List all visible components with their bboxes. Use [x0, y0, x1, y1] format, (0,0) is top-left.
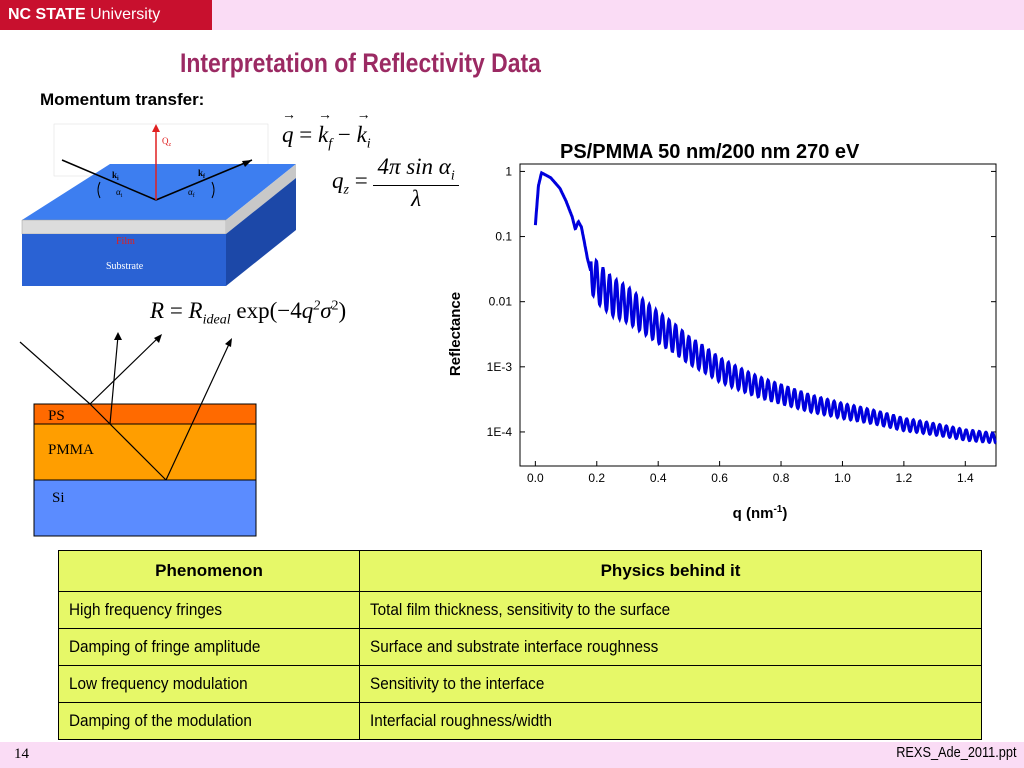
table-cell: Low frequency modulation: [69, 674, 248, 693]
table-header-phenomenon: Phenomenon: [58, 550, 360, 592]
table-cell: Sensitivity to the interface: [370, 674, 545, 693]
x-axis-label: q (nm-1): [733, 504, 788, 522]
reflected-beam: [155, 159, 253, 201]
si-layer: [33, 479, 257, 537]
page-number: 14: [14, 746, 29, 762]
ps-label: PS: [48, 408, 65, 424]
pmma-layer: [33, 423, 257, 481]
y-tick-label: 1E-3: [487, 360, 513, 374]
x-tick-label: 1.0: [834, 471, 851, 485]
qz-equation: qz = 4π sin αi λ: [332, 154, 459, 212]
table-cell: Damping of the modulation: [69, 711, 252, 730]
table-row: Low frequency modulation Sensitivity to t…: [58, 665, 982, 703]
incident-beam: [61, 159, 157, 201]
qz-label: Qz: [162, 136, 172, 148]
reflectivity-chart: PS/PMMA 50 nm/200 nm 270 eV 0.0 0.2 0.4 0.6…: [447, 141, 997, 522]
reflectivity-equation: R = Rideal exp(−4q2σ2): [150, 298, 347, 328]
x-tick-label: 0.8: [773, 471, 790, 485]
table-cell: Damping of fringe amplitude: [69, 637, 261, 656]
substrate-layer: [22, 234, 226, 286]
phenomena-table: Phenomenon Physics behind it High freque…: [58, 550, 982, 740]
pmma-label: PMMA: [48, 442, 94, 458]
bilayer-diagram: PS PMMA Si: [19, 332, 257, 537]
table-cell: Surface and substrate interface roughnes…: [370, 637, 659, 656]
x-tick-label: 0.2: [588, 471, 605, 485]
university-logo: NC STATE University: [0, 0, 212, 30]
table-row: Damping of fringe amplitude Surface and s…: [58, 628, 982, 666]
x-tick-label: 0.4: [650, 471, 667, 485]
table-cell: Interfacial roughness/width: [370, 711, 553, 730]
y-tick-label: 1: [505, 164, 512, 178]
kf-label: kf: [198, 168, 206, 180]
film-layer: [21, 219, 227, 235]
footer-bar: [0, 742, 1024, 768]
film-label: Film: [116, 236, 135, 247]
plot-frame: [519, 163, 997, 467]
table-cell: Total film thickness, sensitivity to the…: [370, 600, 671, 619]
table-header-row: Phenomenon Physics behind it: [58, 550, 982, 592]
y-tick-label: 0.1: [495, 230, 512, 244]
x-tick-label: 0.0: [527, 471, 544, 485]
film-top-surface: [22, 164, 296, 220]
ki-label: ki: [112, 170, 119, 182]
reflection-geometry-diagram: Qz ki kf αi αf Film Substrate: [21, 123, 296, 286]
table-cell: High frequency fringes: [69, 600, 223, 619]
alpha-i-label: αi: [116, 187, 123, 199]
y-axis-label: Reflectance: [447, 292, 464, 376]
chart-title: PS/PMMA 50 nm/200 nm 270 eV: [560, 141, 860, 163]
y-tick-label: 1E-4: [487, 425, 513, 439]
ps-layer: [33, 403, 257, 425]
si-label: Si: [52, 490, 65, 506]
momentum-transfer-equation: q = kf − ki: [282, 108, 371, 153]
table-row: Damping of the modulation Interfacial rou…: [58, 702, 982, 740]
x-tick-label: 1.2: [896, 471, 913, 485]
y-tick-label: 0.01: [489, 295, 513, 309]
slide-title: Interpretation of Reflectivity Data: [180, 48, 541, 78]
substrate-label: Substrate: [106, 261, 144, 272]
reflectivity-curve: [533, 170, 997, 445]
table-header-physics: Physics behind it: [359, 550, 982, 592]
momentum-transfer-heading: Momentum transfer:: [40, 90, 205, 109]
incident-ray: [19, 341, 91, 405]
x-tick-label: 0.6: [711, 471, 728, 485]
table-row: High frequency fringes Total film thickne…: [58, 591, 982, 629]
x-tick-label: 1.4: [957, 471, 974, 485]
footer-filename: REXS_Ade_2011.ppt: [895, 744, 1016, 761]
alpha-f-label: αf: [188, 187, 195, 199]
